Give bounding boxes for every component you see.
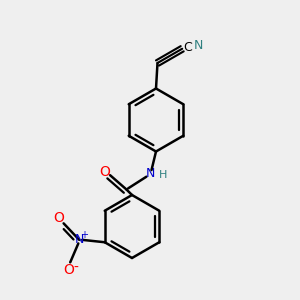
Text: N: N: [74, 233, 84, 246]
Text: C: C: [183, 41, 192, 54]
Text: O: O: [54, 211, 64, 225]
Text: O: O: [99, 165, 110, 178]
Text: O: O: [63, 263, 74, 277]
Text: +: +: [80, 230, 88, 240]
Text: N: N: [194, 39, 203, 52]
Text: -: -: [73, 261, 78, 275]
Text: N: N: [145, 167, 155, 180]
Text: H: H: [158, 169, 167, 180]
